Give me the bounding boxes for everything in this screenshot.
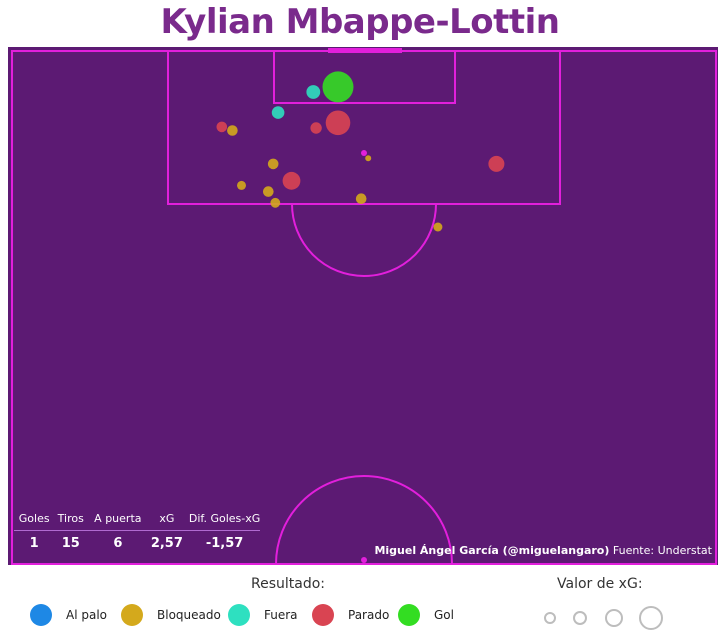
legend-item: Parado [312,604,389,626]
legend-label: Gol [434,608,454,622]
stats-value: 6 [113,536,123,551]
stats-value: 15 [61,536,80,551]
stats-value: 2,57 [150,536,183,551]
xg-size-circle [639,606,663,630]
stats-header: Goles [18,512,50,525]
center-circle [275,475,453,565]
shot-point [227,125,238,136]
shot-point [271,106,285,119]
shot-map [8,47,718,565]
legend-label: Al palo [66,608,108,622]
stats-divider [14,530,260,531]
shot-point [282,171,301,190]
legend-label: Parado [348,608,390,622]
goal [328,48,402,53]
credit-source: Fuente: Understat [612,544,712,557]
stats-header: Dif. Goles-xG [188,512,261,525]
shot-point [270,197,281,208]
stats-header: A puerta [94,512,142,525]
center-spot [361,557,367,563]
shot-point [306,85,321,99]
shot-point [322,71,354,103]
legend-item: Gol [398,604,454,626]
shots [216,71,505,232]
penalty-spot [361,150,367,156]
legend-color-swatch [30,604,52,626]
penalty-arc [291,203,437,277]
legend-color-swatch [398,604,420,626]
legend-item: Al palo [30,604,107,626]
chart-title: Kylian Mbappe-Lottin [160,2,560,42]
stats-value: 1 [29,536,39,551]
stats-header: Tiros [57,512,84,525]
pitch-background [8,47,718,565]
xg-size-circle [573,611,587,625]
xg-size-circle [544,612,556,624]
shot-point [263,186,274,197]
shot-point [325,110,351,136]
legend-item: Bloqueado [121,604,221,626]
credit: Miguel Ángel García (@miguelangaro) Fuen… [374,544,712,557]
xg-legend-title: Valor de xG: [557,576,643,592]
stats-header: xG [159,512,175,525]
legend-color-swatch [228,604,250,626]
legend-label: Fuera [264,608,298,622]
legend-label: Bloqueado [157,608,221,622]
credit-author: Miguel Ángel García (@miguelangaro) [374,544,610,557]
shot-point [488,155,505,172]
result-legend-title: Resultado: [251,576,326,592]
shot-point [310,122,322,134]
legend-color-swatch [121,604,143,626]
stats-table: Goles Tiros A puerta xG Dif. Goles-xG 1 15 6 2,… [14,512,264,551]
shot-point [355,193,367,204]
shot-point [237,180,246,190]
xg-size-circle [605,609,623,627]
stats-value: -1,57 [205,536,244,551]
shot-point [216,121,228,133]
shot-point [267,158,279,170]
legend-color-swatch [312,604,334,626]
legend-item: Fuera [228,604,298,626]
shot-point [433,222,443,232]
shot-point [365,155,372,162]
